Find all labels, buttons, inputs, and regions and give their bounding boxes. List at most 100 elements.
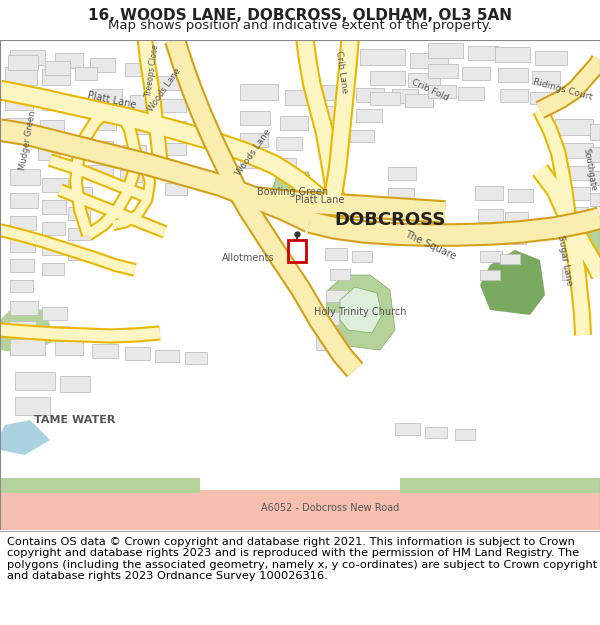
Bar [428,43,463,58]
Bar [455,429,475,440]
Bar [87,141,113,155]
Bar [92,89,122,105]
Bar [68,207,90,220]
Bar [356,88,384,102]
Bar [42,94,67,110]
Polygon shape [575,220,600,265]
Text: Crib Lane: Crib Lane [334,50,349,94]
Bar [500,254,520,264]
Bar [408,73,440,87]
Bar [90,58,115,72]
Text: Crib Fold: Crib Fold [410,78,450,102]
Bar [240,84,278,100]
Bar [165,183,187,195]
Bar [10,321,36,334]
Bar [590,124,600,140]
Bar [356,109,382,122]
Bar [162,121,186,134]
Bar [480,230,503,242]
Bar [240,155,266,168]
Bar [276,137,302,150]
Bar [42,178,68,192]
Bar [560,207,588,220]
Bar [68,187,92,200]
Bar [530,92,556,104]
Text: 16, WOODS LANE, DOBCROSS, OLDHAM, OL3 5AN: 16, WOODS LANE, DOBCROSS, OLDHAM, OL3 5A… [88,8,512,23]
Bar [15,372,55,390]
Bar [498,68,528,82]
Bar [395,423,420,435]
Text: Woods Lane: Woods Lane [147,67,183,113]
Polygon shape [325,275,395,350]
Text: Bowling Green: Bowling Green [257,187,329,197]
Bar [316,337,342,350]
Bar [158,76,186,90]
Bar [562,228,588,240]
Bar [125,120,150,134]
Bar [60,376,90,392]
Bar [480,270,500,280]
Polygon shape [480,250,545,315]
Bar [5,67,37,85]
Bar [388,167,416,180]
Bar [10,216,36,230]
Bar [5,92,33,110]
Bar [330,269,350,280]
Bar [10,280,33,292]
Polygon shape [340,287,382,333]
Bar [0,490,600,530]
Bar [562,268,586,280]
Bar [504,233,526,244]
Bar [410,53,448,68]
Bar [10,259,34,272]
Bar [272,158,296,170]
Bar [428,64,458,78]
Text: Platt Lane: Platt Lane [87,90,137,110]
Bar [370,71,405,85]
Bar [240,133,268,147]
Bar [122,145,146,158]
Text: TAME WATER: TAME WATER [34,415,116,425]
Bar [120,170,142,182]
Bar [68,228,90,240]
Bar [88,115,116,130]
Bar [425,427,447,438]
Text: Treeops Close: Treeops Close [144,43,160,97]
Bar [480,251,502,262]
Bar [88,165,113,178]
Bar [326,290,348,302]
Bar [478,209,503,222]
Bar [320,85,350,100]
Bar [163,143,186,155]
Text: Contains OS data © Crown copyright and database right 2021. This information is : Contains OS data © Crown copyright and d… [7,537,598,581]
Bar [15,397,50,415]
Text: Mudger Green: Mudger Green [19,109,38,171]
Polygon shape [0,305,55,355]
Text: Woods Lane: Woods Lane [235,127,274,177]
Bar [38,146,60,160]
Text: The Square: The Square [403,229,457,261]
Bar [45,61,70,75]
Bar [285,90,317,105]
Polygon shape [0,420,50,455]
Bar [532,71,560,84]
Bar [155,350,179,362]
Bar [315,312,339,325]
Text: Holy Trinity Church: Holy Trinity Church [314,307,406,317]
Text: Platt Lane: Platt Lane [295,195,344,205]
Bar [68,249,89,260]
Bar [505,212,528,224]
Bar [42,200,66,214]
Bar [590,147,600,162]
Bar [160,99,186,112]
Text: Southgate: Southgate [582,148,598,192]
Bar [392,229,416,240]
Bar [240,111,270,125]
Text: Map shows position and indicative extent of the property.: Map shows position and indicative extent… [108,19,492,32]
Bar [495,47,530,62]
Bar [462,67,490,80]
Text: Ridings Court: Ridings Court [532,78,593,102]
Bar [40,120,64,135]
Bar [388,188,414,200]
Bar [405,94,433,107]
